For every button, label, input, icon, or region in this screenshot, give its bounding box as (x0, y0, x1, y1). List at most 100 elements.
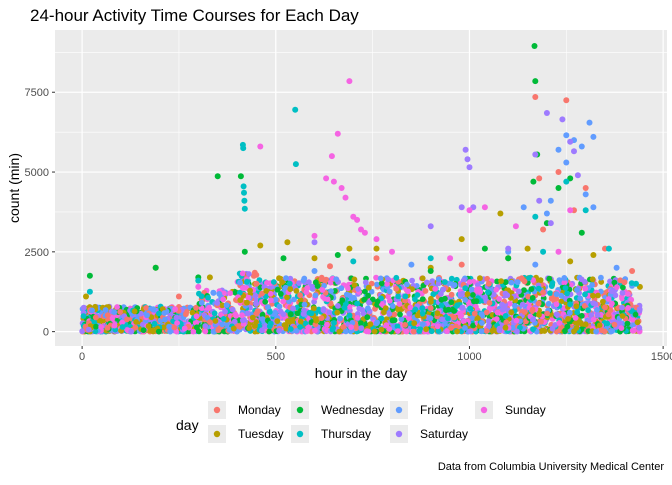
data-point (304, 285, 311, 291)
data-point (150, 328, 157, 335)
data-point (331, 320, 337, 326)
data-point (306, 279, 312, 286)
data-point (240, 183, 247, 190)
data-point (374, 298, 381, 305)
data-point (311, 255, 318, 262)
data-point (490, 291, 497, 298)
y-tick-label: 7500 (25, 87, 49, 99)
data-point (538, 328, 545, 334)
data-point (555, 169, 562, 175)
legend-swatch (395, 406, 403, 414)
data-point (530, 316, 536, 323)
data-point (326, 309, 333, 316)
data-point (409, 277, 415, 284)
data-point (519, 301, 526, 308)
data-point (257, 242, 264, 249)
data-point (546, 275, 553, 282)
data-point (486, 305, 493, 311)
data-point (373, 245, 380, 252)
data-point (377, 275, 384, 282)
data-point (479, 320, 485, 326)
data-point (259, 316, 266, 322)
data-point (241, 197, 248, 204)
data-point (602, 304, 608, 311)
data-point (427, 223, 434, 230)
data-point (335, 303, 341, 309)
data-point (414, 292, 421, 298)
data-point (564, 323, 571, 330)
data-point (634, 319, 641, 326)
data-point (280, 255, 287, 262)
data-point (282, 284, 289, 291)
data-point (434, 323, 441, 330)
data-point (414, 312, 421, 319)
data-point (536, 311, 542, 318)
data-point (466, 207, 473, 214)
data-point (636, 324, 643, 331)
data-point (528, 286, 535, 292)
data-point (532, 94, 539, 100)
data-point (306, 309, 313, 316)
data-point (247, 287, 254, 294)
data-point (529, 295, 536, 301)
data-point (403, 328, 410, 335)
data-point (497, 210, 504, 217)
data-point (543, 210, 550, 217)
data-point (405, 288, 411, 295)
caption: Data from Columbia University Medical Ce… (438, 461, 665, 473)
data-point (237, 279, 244, 286)
data-point (598, 279, 605, 285)
data-point (119, 319, 125, 326)
data-point (190, 328, 197, 335)
data-point (133, 319, 140, 325)
data-point (367, 321, 374, 328)
data-point (454, 302, 461, 309)
data-point (373, 274, 379, 281)
data-point (80, 313, 87, 319)
data-point (391, 311, 398, 318)
data-point (558, 292, 565, 299)
data-point (563, 178, 570, 185)
data-point (529, 306, 536, 313)
data-point (462, 285, 469, 292)
data-point (590, 204, 597, 211)
data-point (628, 296, 635, 303)
data-point (553, 296, 560, 302)
data-point (303, 289, 310, 296)
data-point (378, 280, 385, 287)
data-point (609, 288, 615, 295)
data-point (438, 296, 445, 303)
data-point (544, 310, 550, 317)
data-point (502, 313, 509, 319)
data-point (365, 292, 371, 299)
data-point (439, 316, 445, 323)
data-point (214, 300, 221, 306)
data-point (484, 275, 491, 282)
data-point (117, 309, 123, 315)
data-point (404, 281, 410, 288)
data-point (292, 106, 299, 113)
data-point (524, 245, 531, 252)
data-point (574, 172, 581, 179)
chart-title: 24-hour Activity Time Courses for Each D… (30, 6, 359, 25)
data-point (416, 328, 423, 334)
data-point (459, 304, 466, 311)
data-point (354, 300, 360, 307)
data-point (102, 307, 109, 313)
data-point (470, 322, 476, 329)
data-point (207, 319, 213, 326)
data-point (582, 291, 588, 298)
data-point (369, 296, 376, 303)
data-point (618, 325, 625, 331)
data-point (398, 316, 405, 323)
data-point (468, 286, 475, 293)
data-point (564, 290, 570, 297)
data-point (567, 301, 573, 308)
data-point (212, 318, 219, 324)
data-point (241, 316, 247, 323)
legend-swatch (480, 406, 488, 414)
data-point (453, 323, 459, 330)
data-point (143, 305, 150, 311)
data-point (467, 305, 474, 312)
